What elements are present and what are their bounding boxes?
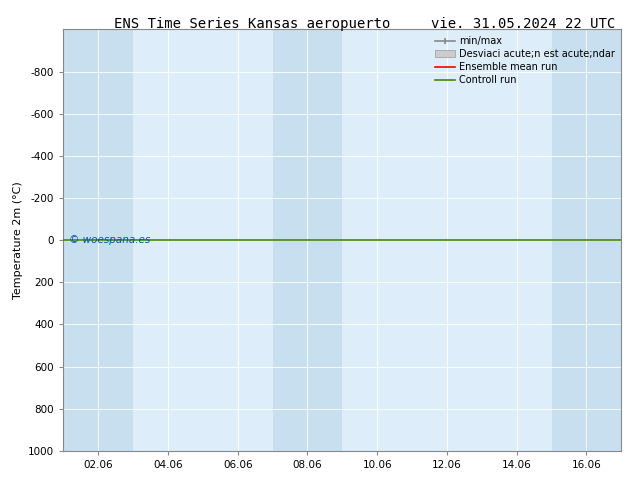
Legend: min/max, Desviaci acute;n est acute;ndar, Ensemble mean run, Controll run: min/max, Desviaci acute;n est acute;ndar… (431, 32, 618, 89)
Text: vie. 31.05.2024 22 UTC: vie. 31.05.2024 22 UTC (431, 17, 616, 31)
Bar (552, 29, 621, 451)
Text: ENS Time Series Kansas aeropuerto: ENS Time Series Kansas aeropuerto (114, 17, 391, 31)
Bar (273, 29, 342, 451)
Y-axis label: Temperature 2m (°C): Temperature 2m (°C) (13, 181, 23, 299)
Text: © woespana.es: © woespana.es (69, 235, 150, 245)
Bar (63, 29, 133, 451)
